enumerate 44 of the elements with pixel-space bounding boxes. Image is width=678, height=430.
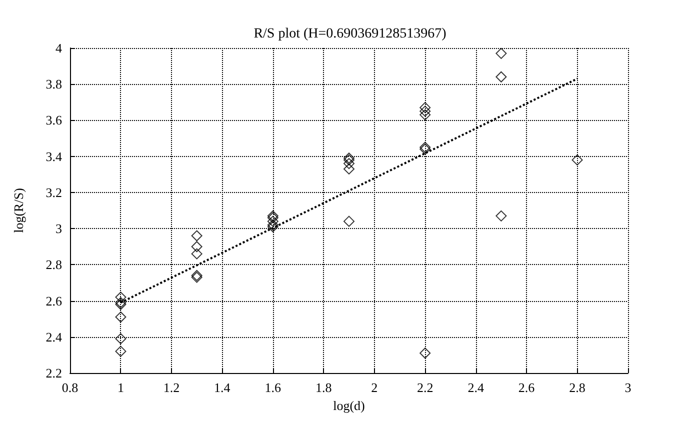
point bbox=[344, 163, 354, 174]
y-tick-label: 3.8 bbox=[46, 76, 62, 92]
point bbox=[572, 154, 583, 166]
point bbox=[344, 158, 354, 170]
y-tick-label: 2.6 bbox=[46, 293, 62, 308]
x-tick-label: 2.2 bbox=[416, 380, 434, 395]
point bbox=[267, 216, 278, 227]
x-tick-label: 2 bbox=[371, 380, 378, 395]
x-tick-label: 2.4 bbox=[468, 380, 484, 395]
point bbox=[420, 102, 431, 114]
point bbox=[496, 210, 507, 222]
point bbox=[191, 241, 202, 252]
chart-title: R/S plot (H=0.690369128513967) bbox=[254, 26, 447, 42]
x-tick-label: 1.8 bbox=[316, 380, 332, 395]
x-axis-title: log(d) bbox=[333, 398, 365, 413]
point bbox=[496, 48, 507, 59]
y-tick-label: 4 bbox=[56, 40, 62, 56]
y-tick-label: 3.6 bbox=[46, 112, 62, 128]
x-tick-label: 3 bbox=[624, 380, 632, 395]
y-tick-label: 3.4 bbox=[46, 148, 62, 164]
y-tick-label: 2.4 bbox=[46, 329, 62, 344]
y-tick-label: 2.2 bbox=[46, 366, 62, 380]
x-tick-label: 1.4 bbox=[214, 380, 231, 395]
point bbox=[344, 216, 354, 227]
point bbox=[115, 292, 126, 303]
point bbox=[420, 348, 431, 359]
x-tick-label: 1 bbox=[117, 380, 124, 395]
point bbox=[191, 248, 202, 260]
point bbox=[115, 346, 126, 357]
point bbox=[115, 333, 126, 344]
x-tick-label: 1.6 bbox=[264, 380, 282, 395]
point bbox=[496, 71, 507, 82]
point bbox=[115, 312, 126, 323]
y-axis-title: log(R/S) bbox=[11, 188, 26, 233]
x-tick-label: 0.8 bbox=[62, 380, 78, 395]
y-tick-label: 2.8 bbox=[46, 257, 62, 272]
point bbox=[420, 109, 431, 120]
point bbox=[420, 106, 431, 117]
point bbox=[191, 230, 202, 242]
x-tick-label: 2.6 bbox=[518, 380, 536, 395]
y-tick-label: 3.2 bbox=[46, 184, 62, 200]
y-tick-label: 3 bbox=[56, 221, 62, 236]
x-tick-label: 2.8 bbox=[569, 380, 586, 395]
x-tick-label: 1.2 bbox=[163, 380, 180, 395]
